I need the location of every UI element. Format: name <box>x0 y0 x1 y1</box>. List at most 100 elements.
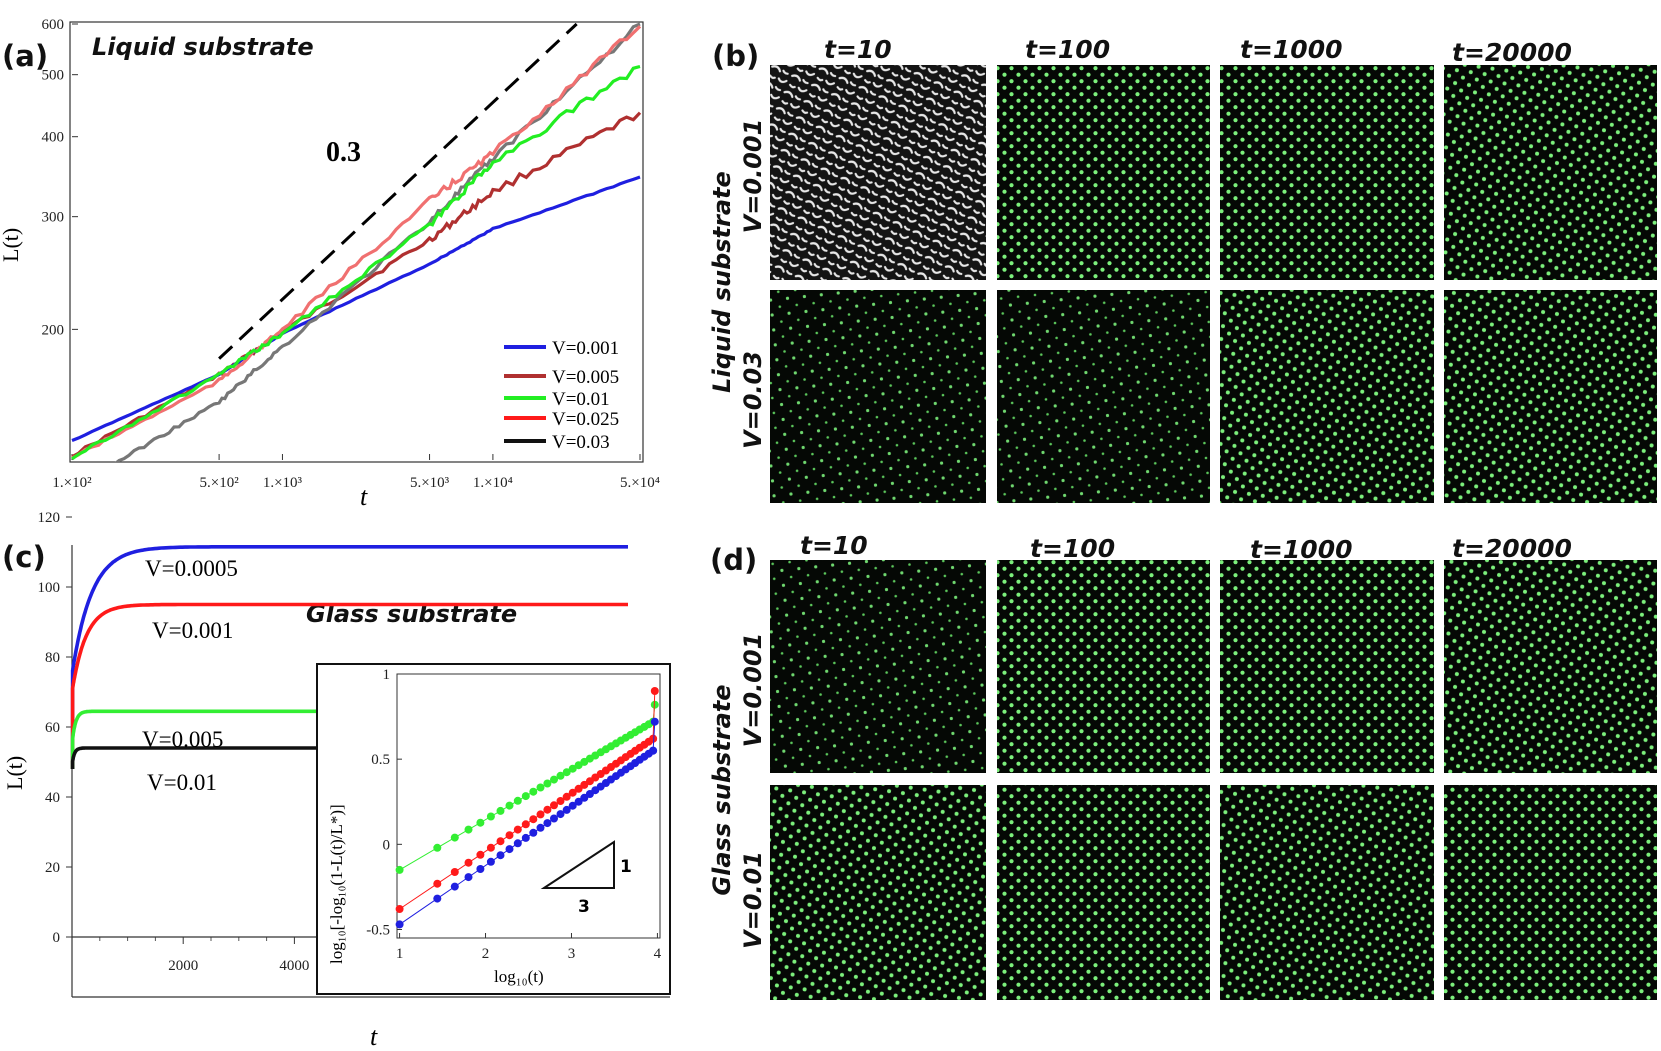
inset-point <box>521 833 530 842</box>
panel-d-time-3: t=20000 <box>1452 534 1572 563</box>
inset-point <box>550 801 558 810</box>
inset-xtick-label: 1 <box>396 946 404 962</box>
panel-c-xlabel: t <box>370 1022 378 1051</box>
inset-ytick-label: 1 <box>383 667 391 683</box>
inset-point <box>650 717 659 726</box>
inset-point <box>536 810 545 819</box>
panel-d-row-0: V=0.001 <box>739 633 767 748</box>
inset-point <box>395 905 404 913</box>
inset-point <box>496 806 505 815</box>
panel-a-xtick-label: 1.×10⁴ <box>473 475 513 491</box>
panel-c-ytick-label: 80 <box>45 650 60 666</box>
panel-b-time-3: t=20000 <box>1452 38 1572 67</box>
snapshot-d-r1-t100 <box>997 560 1210 773</box>
inset-point <box>556 797 565 805</box>
panel-c-ylabel: L(t) <box>2 756 27 790</box>
panel-a-xlabel: t <box>360 482 368 511</box>
panel-c-xtick-label: 2000 <box>168 958 198 974</box>
panel-a-xtick-label: 5.×10⁴ <box>620 475 660 491</box>
inset-point <box>543 779 552 788</box>
panel-c-label: (c) <box>2 540 46 574</box>
inset-point <box>568 801 577 810</box>
panel-c-ytick-label: 100 <box>38 580 61 596</box>
inset-point <box>450 868 459 876</box>
inset-point <box>556 771 565 780</box>
panel-a-legend-label: V=0.03 <box>552 432 610 453</box>
snapshot-b-r1-t20000 <box>1444 65 1657 280</box>
inset-point <box>562 792 571 801</box>
snapshot-d-r1-t10 <box>770 560 986 773</box>
inset-point <box>450 882 459 891</box>
inset-point <box>556 810 565 819</box>
panel-a-series <box>71 22 642 462</box>
inset-point <box>543 819 552 828</box>
inset-point <box>536 783 545 792</box>
panel-d-time-2: t=1000 <box>1250 535 1352 564</box>
snapshot-b-r1-t100 <box>997 65 1210 280</box>
panel-a-xtick-label: 5.×10² <box>199 475 239 491</box>
panel-d-time-1: t=100 <box>1030 534 1115 563</box>
inset-point <box>562 768 571 777</box>
inset-point <box>505 831 514 840</box>
panel-c-ytick-label: 120 <box>38 510 61 526</box>
snapshot-d-r2-t20000 <box>1444 785 1657 1000</box>
panel-a-label: (a) <box>2 39 48 73</box>
panel-c-ytick-label: 60 <box>45 720 60 736</box>
panel-a-xtick-label: 5.×10³ <box>410 475 450 491</box>
panel-c-chart: (c) Glass substrate 20004000600080001000… <box>2 510 671 1051</box>
panel-b-label: (b) <box>712 39 759 73</box>
panel-b-time-0: t=10 <box>824 35 892 64</box>
panel-a-legend-label: V=0.001 <box>552 338 619 359</box>
panel-a-ylabel: L(t) <box>0 228 23 262</box>
panel-c-ytick-label: 0 <box>53 930 61 946</box>
inset-point <box>550 814 558 823</box>
inset-point <box>464 825 473 834</box>
inset-point <box>486 857 495 866</box>
panel-c-ytick-label: 40 <box>45 790 60 806</box>
panel-a-guide <box>218 22 578 360</box>
panel-a-series-001 <box>71 64 641 461</box>
inset-point <box>529 815 538 824</box>
panel-a-title: Liquid substrate <box>92 33 314 61</box>
inset-ylabel: log₁₀[-log₁₀(1-L(t)/L*)] <box>327 804 346 964</box>
panel-c-series-0001 <box>70 602 628 769</box>
inset-point <box>395 920 404 929</box>
inset-slope-rise: 1 <box>620 857 632 877</box>
panel-d-row-1: V=0.01 <box>739 851 767 949</box>
inset-point <box>486 843 495 852</box>
inset-point <box>496 837 505 846</box>
label-v0005: V=0.0005 <box>145 556 238 581</box>
inset-point <box>486 812 495 821</box>
panel-a-ytick-label: 400 <box>42 130 65 146</box>
panel-d-group-label: Glass substrate <box>708 684 736 895</box>
panel-a-ytick-label: 200 <box>42 322 65 338</box>
snapshot-b-r2-t20000 <box>1444 290 1657 503</box>
panel-c-ytick-label: 20 <box>45 860 60 876</box>
panel-c-xtick-label: 4000 <box>279 958 309 974</box>
panel-b-group-label: Liquid substrate <box>708 171 736 393</box>
label-v005: V=0.005 <box>142 727 223 752</box>
panel-a-ticks: 1.×10² 5.×10² 1.×10³ 5.×10³ 1.×10⁴ 5.×10⁴ 200 3… <box>42 17 660 491</box>
label-v001: V=0.001 <box>152 618 233 643</box>
panel-a-series-0025 <box>71 25 642 460</box>
inset-point <box>450 833 459 842</box>
inset-point <box>513 796 522 805</box>
panel-c-inset: 1 2 3 4 -0.5 0 0.5 1 1 3 log₁₀[-log₁₀(1-L(t)/L*… <box>316 663 671 995</box>
inset-point <box>649 746 658 755</box>
inset-point <box>574 784 583 793</box>
snapshot-b-r2-t10 <box>770 290 986 503</box>
panel-b-row-0: V=0.001 <box>739 119 767 234</box>
panel-a-xtick-label: 1.×10³ <box>263 475 303 491</box>
panel-b-row-1: V=0.03 <box>739 351 767 449</box>
inset-ytick-label: -0.5 <box>366 922 390 938</box>
inset-slope-triangle <box>540 840 615 889</box>
panel-a-axes-frame <box>69 21 644 463</box>
panel-d-snapshots: (d) t=10 t=100 t=1000 t=20000 Glass subs… <box>708 531 1657 1000</box>
inset-xtick-label: 3 <box>568 946 576 962</box>
panel-a-legend-label: V=0.025 <box>552 409 619 430</box>
snapshot-b-r1-t10 <box>770 65 986 280</box>
inset-point <box>513 825 522 834</box>
